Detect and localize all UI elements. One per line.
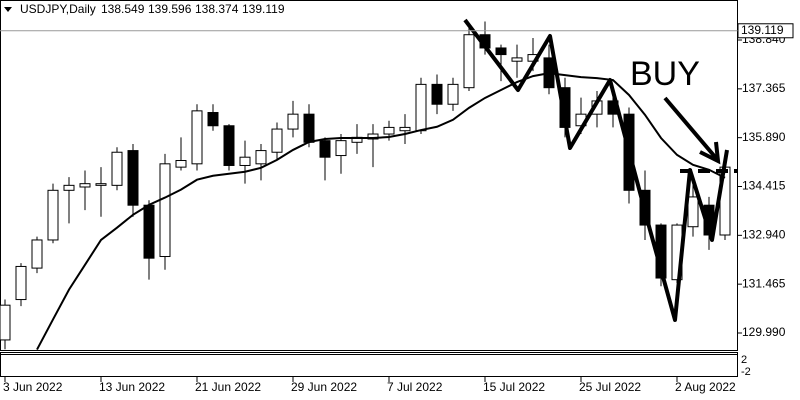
x-tick-label: 2 Aug 2022 <box>675 380 736 394</box>
x-tick-label: 21 Jun 2022 <box>195 380 261 394</box>
x-tick-label: 3 Jun 2022 <box>3 380 63 394</box>
candle-body <box>271 128 283 153</box>
y-tick-label: 137.365 <box>742 81 786 95</box>
last-price-label: 139.119 <box>741 23 784 37</box>
x-tick-label: 15 Jul 2022 <box>483 380 545 394</box>
symbol: USDJPY,Daily <box>20 2 96 16</box>
candle-body <box>79 183 91 188</box>
candle-body <box>175 160 187 168</box>
candle-body <box>431 83 443 105</box>
candle-body <box>383 126 395 135</box>
candle-body <box>31 239 43 269</box>
candle-body <box>95 183 107 186</box>
header-icon <box>4 7 12 12</box>
candle-body <box>47 189 59 241</box>
candle-body <box>399 126 411 132</box>
drawn-arrow <box>663 96 718 160</box>
y-tick-label: 129.990 <box>742 325 786 339</box>
candle-body <box>143 204 155 259</box>
y-tick-label: 131.465 <box>742 276 786 290</box>
candle-body <box>447 83 459 105</box>
candle-body <box>207 112 219 127</box>
candle-body <box>303 113 315 143</box>
candle-body <box>511 57 523 62</box>
x-tick-label: 13 Jun 2022 <box>99 380 165 394</box>
last-price-box <box>737 23 794 39</box>
main-frame <box>0 0 738 351</box>
candle-body <box>335 140 347 157</box>
x-tick-label: 25 Jul 2022 <box>579 380 641 394</box>
subwindow-tick-label: -2 <box>741 366 751 378</box>
candle-body <box>687 196 699 228</box>
candle-body <box>287 113 299 130</box>
candle-body <box>319 140 331 158</box>
annotation: BUY <box>630 55 700 93</box>
header-value: 138.374 <box>195 2 239 16</box>
header-values: 138.549 139.596 138.374 139.119 <box>101 2 285 16</box>
candle-body <box>0 304 11 341</box>
candle-body <box>415 83 427 132</box>
candle-body <box>463 34 475 89</box>
candle-body <box>255 150 267 165</box>
header-value: 139.119 <box>242 2 285 16</box>
header-value: 138.549 <box>101 2 145 16</box>
candle-body <box>15 265 27 301</box>
candle-body <box>495 47 507 56</box>
y-tick-label: 132.940 <box>742 227 786 241</box>
candle-body <box>127 150 139 206</box>
candle-body <box>191 110 203 165</box>
x-tick-label: 7 Jul 2022 <box>387 380 443 394</box>
header-value: 139.596 <box>148 2 192 16</box>
candle-body <box>239 156 251 166</box>
subwindow-frame <box>0 352 738 377</box>
x-tick-label: 29 Jun 2022 <box>291 380 357 394</box>
drawn-zigzag <box>463 18 729 322</box>
candle-body <box>159 163 171 258</box>
y-tick-label: 135.890 <box>742 130 786 144</box>
candle-body <box>63 184 75 191</box>
candle-body <box>223 125 235 166</box>
candle-body <box>111 151 123 186</box>
y-tick-label: 134.415 <box>742 179 786 193</box>
drawn-arrowhead <box>699 141 721 165</box>
subwindow-tick-label: 2 <box>741 354 747 366</box>
